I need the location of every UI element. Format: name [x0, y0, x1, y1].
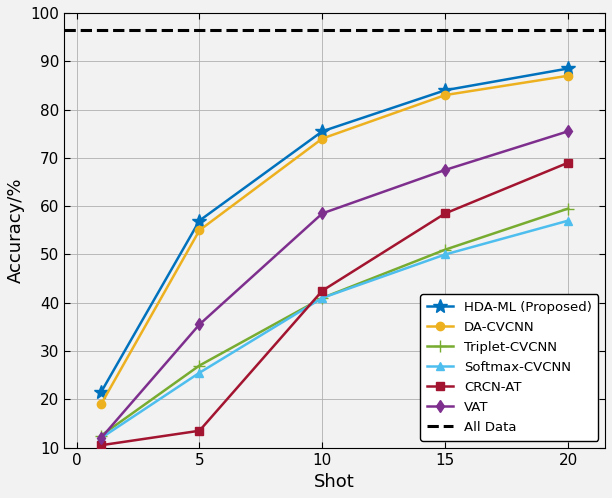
- All Data: [97, 27, 105, 33]
- Line: DA-CVCNN: DA-CVCNN: [97, 72, 572, 408]
- DA-CVCNN: [442, 92, 449, 98]
- Triplet-CVCNN: [97, 433, 105, 439]
- All Data: [73, 27, 80, 33]
- Triplet-CVCNN: [196, 363, 203, 369]
- Softmax-CVCNN: [442, 251, 449, 257]
- VAT: [319, 210, 326, 216]
- Line: HDA-ML (Proposed): HDA-ML (Proposed): [94, 62, 575, 399]
- VAT: [564, 128, 572, 134]
- DA-CVCNN: [196, 227, 203, 233]
- DA-CVCNN: [564, 73, 572, 79]
- CRCN-AT: [319, 288, 326, 294]
- Triplet-CVCNN: [442, 247, 449, 252]
- Y-axis label: Accuracy/%: Accuracy/%: [7, 178, 25, 283]
- X-axis label: Shot: Shot: [315, 473, 355, 491]
- DA-CVCNN: [319, 135, 326, 141]
- Triplet-CVCNN: [319, 295, 326, 301]
- CRCN-AT: [564, 160, 572, 166]
- HDA-ML (Proposed): [97, 389, 105, 395]
- HDA-ML (Proposed): [442, 87, 449, 93]
- Line: Softmax-CVCNN: Softmax-CVCNN: [97, 217, 572, 442]
- HDA-ML (Proposed): [319, 128, 326, 134]
- CRCN-AT: [442, 210, 449, 216]
- HDA-ML (Proposed): [196, 218, 203, 224]
- CRCN-AT: [196, 428, 203, 434]
- Softmax-CVCNN: [196, 370, 203, 376]
- VAT: [196, 322, 203, 328]
- CRCN-AT: [97, 442, 105, 448]
- Legend: HDA-ML (Proposed), DA-CVCNN, Triplet-CVCNN, Softmax-CVCNN, CRCN-AT, VAT, All Dat: HDA-ML (Proposed), DA-CVCNN, Triplet-CVC…: [420, 294, 599, 441]
- DA-CVCNN: [97, 401, 105, 407]
- Triplet-CVCNN: [564, 206, 572, 212]
- Softmax-CVCNN: [319, 295, 326, 301]
- VAT: [442, 167, 449, 173]
- Line: CRCN-AT: CRCN-AT: [97, 158, 572, 449]
- HDA-ML (Proposed): [564, 66, 572, 72]
- Line: VAT: VAT: [97, 127, 572, 442]
- Softmax-CVCNN: [97, 435, 105, 441]
- VAT: [97, 435, 105, 441]
- Softmax-CVCNN: [564, 218, 572, 224]
- Line: Triplet-CVCNN: Triplet-CVCNN: [95, 202, 575, 442]
